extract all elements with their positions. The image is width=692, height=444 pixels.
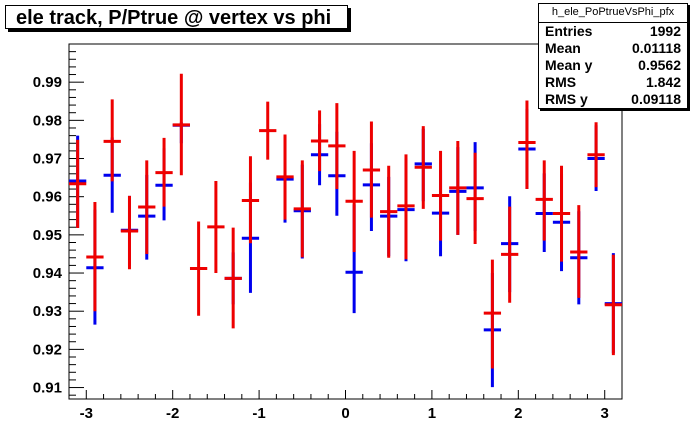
stats-row-rms-y: RMS y 0.09118 (539, 91, 687, 108)
stats-row-entries: Entries 1992 (539, 23, 687, 40)
profile-point-s1-15 (328, 103, 346, 190)
profile-point-s1-29 (570, 205, 588, 298)
profile-point-s1-20 (414, 126, 432, 209)
profile-point-s1-5 (155, 137, 173, 207)
stats-label: Entries (545, 23, 593, 39)
x-tick-label: 0 (341, 405, 349, 422)
stats-row-mean: Mean 0.01118 (539, 40, 687, 57)
y-tick-label: 0.97 (33, 151, 62, 168)
x-tick-label: 3 (601, 405, 609, 422)
profile-point-s1-22 (449, 140, 467, 235)
stats-label: Mean y (545, 57, 593, 73)
stats-label: Mean (545, 40, 581, 56)
stats-row-rms: RMS 1.842 (539, 74, 687, 91)
profile-point-s1-27 (535, 160, 553, 241)
stats-label: RMS (545, 74, 577, 90)
profile-point-s1-10 (241, 156, 260, 244)
profile-point-s1-6 (172, 73, 190, 176)
profile-point-s1-9 (224, 227, 242, 329)
profile-point-s1-21 (431, 150, 450, 241)
profile-point-s1-4 (138, 160, 156, 254)
y-tick-label: 0.99 (33, 74, 62, 91)
profile-point-s1-14 (310, 110, 329, 172)
profile-point-s1-7 (189, 221, 208, 316)
y-tick-label: 0.93 (33, 303, 62, 320)
profile-point-s1-0 (69, 139, 87, 228)
chart-title-box: ele track, P/Ptrue @ vertex vs phi (5, 5, 348, 29)
profile-point-s1-1 (86, 202, 104, 312)
profile-point-s1-26 (518, 100, 536, 190)
profile-point-s1-28 (552, 165, 571, 262)
profile-point-s1-13 (293, 160, 311, 258)
profile-point-s1-3 (120, 195, 139, 270)
stats-value: 0.09118 (631, 91, 681, 107)
x-tick-label: 2 (514, 405, 522, 422)
stats-row-mean-y: Mean y 0.9562 (539, 57, 687, 74)
stats-histogram-name: h_ele_PoPtrueVsPhi_pfx (539, 4, 687, 23)
profile-point-s1-19 (397, 154, 415, 260)
y-tick-label: 0.94 (33, 265, 63, 282)
profile-point-s1-17 (362, 121, 381, 218)
stats-value: 1992 (649, 23, 681, 39)
profile-point-s1-12 (276, 134, 294, 220)
profile-point-s1-18 (380, 165, 398, 258)
stats-value: 0.01118 (631, 40, 681, 56)
profile-point-s1-16 (345, 150, 363, 253)
y-tick-label: 0.92 (33, 341, 62, 358)
x-tick-label: -3 (80, 405, 93, 422)
profile-point-s1-2 (103, 99, 121, 182)
plot-frame (68, 43, 623, 400)
y-tick-label: 0.95 (33, 227, 62, 244)
stats-label: RMS y (545, 91, 588, 107)
stats-value: 0.9562 (638, 57, 681, 73)
x-tick-label: -1 (252, 405, 265, 422)
axis-ticks: -3 -2 -1 0 1 2 3 0.91 0.92 0.93 0.94 0.95 0.96 0.97 0.… (33, 43, 623, 422)
x-tick-label: 1 (428, 405, 436, 422)
profile-point-s1-8 (207, 181, 225, 274)
stats-value: 1.842 (645, 74, 681, 90)
profile-point-s1-31 (604, 254, 622, 356)
profile-point-s1-24 (483, 259, 502, 369)
profile-point-s1-30 (587, 122, 605, 188)
chart-title: ele track, P/Ptrue @ vertex vs phi (16, 7, 332, 29)
y-tick-label: 0.91 (33, 380, 62, 397)
data-markers (69, 73, 622, 388)
y-tick-label: 0.96 (33, 189, 62, 206)
y-tick-label: 0.98 (33, 112, 62, 129)
profile-point-s1-11 (259, 101, 277, 160)
stats-box: h_ele_PoPtrueVsPhi_pfx Entries 1992 Mean… (538, 3, 688, 109)
profile-point-s1-25 (501, 206, 519, 303)
profile-point-s1-23 (466, 152, 484, 245)
x-tick-label: -2 (166, 405, 179, 422)
